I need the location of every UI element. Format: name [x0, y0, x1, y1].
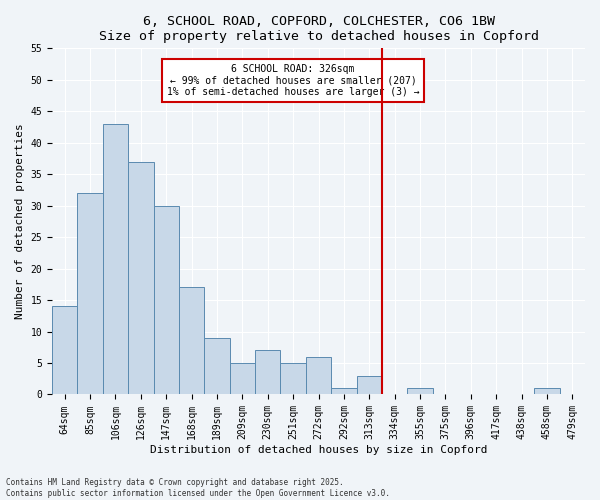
Bar	[356, 376, 382, 394]
Bar	[255, 350, 280, 395]
Bar	[179, 288, 205, 395]
Bar	[280, 363, 306, 394]
Bar	[103, 124, 128, 394]
Bar	[205, 338, 230, 394]
Bar	[52, 306, 77, 394]
Bar	[306, 356, 331, 395]
Bar	[534, 388, 560, 394]
Y-axis label: Number of detached properties: Number of detached properties	[15, 124, 25, 320]
Text: Contains HM Land Registry data © Crown copyright and database right 2025.
Contai: Contains HM Land Registry data © Crown c…	[6, 478, 390, 498]
Bar	[407, 388, 433, 394]
Bar	[230, 363, 255, 394]
Bar	[77, 193, 103, 394]
Text: 6 SCHOOL ROAD: 326sqm
← 99% of detached houses are smaller (207)
1% of semi-deta: 6 SCHOOL ROAD: 326sqm ← 99% of detached …	[167, 64, 419, 98]
Title: 6, SCHOOL ROAD, COPFORD, COLCHESTER, CO6 1BW
Size of property relative to detach: 6, SCHOOL ROAD, COPFORD, COLCHESTER, CO6…	[98, 15, 539, 43]
Bar	[128, 162, 154, 394]
X-axis label: Distribution of detached houses by size in Copford: Distribution of detached houses by size …	[150, 445, 487, 455]
Bar	[154, 206, 179, 394]
Bar	[331, 388, 356, 394]
